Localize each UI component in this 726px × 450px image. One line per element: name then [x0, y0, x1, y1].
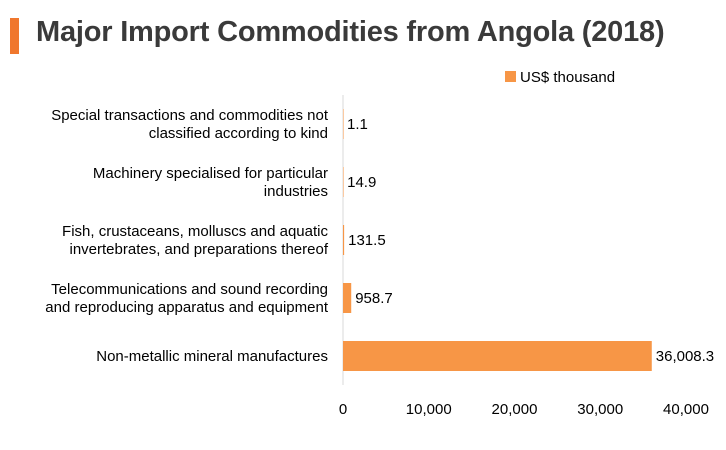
- category-label-1-1: industries: [264, 183, 328, 200]
- x-tick-label-2: 20,000: [492, 401, 538, 418]
- category-label-2-1: invertebrates, and preparations thereof: [70, 241, 329, 258]
- data-label-4: 36,008.3: [656, 348, 714, 365]
- chart-title: Major Import Commodities from Angola (20…: [36, 16, 665, 48]
- data-label-1: 14.9: [347, 174, 376, 191]
- bar-1: [343, 167, 344, 197]
- data-label-2: 131.5: [348, 232, 386, 249]
- bar-3: [343, 283, 352, 313]
- bar-4: [343, 341, 652, 371]
- x-tick-label-4: 40,000: [663, 401, 709, 418]
- x-tick-label-1: 10,000: [406, 401, 452, 418]
- category-label-3-0: Telecommunications and sound recording: [51, 281, 328, 298]
- data-label-0: 1.1: [347, 116, 368, 133]
- bar-0: [343, 109, 344, 139]
- x-tick-label-3: 30,000: [577, 401, 623, 418]
- legend-label: US$ thousand: [520, 69, 615, 86]
- bar-2: [343, 225, 345, 255]
- category-label-1-0: Machinery specialised for particular: [93, 165, 328, 182]
- title-accent-bar: [10, 18, 19, 54]
- data-label-3: 958.7: [355, 290, 393, 307]
- category-label-0-0: Special transactions and commodities not: [51, 107, 329, 124]
- legend-swatch: [505, 71, 516, 82]
- category-label-3-1: and reproducing apparatus and equipment: [45, 299, 329, 316]
- category-label-4-0: Non-metallic mineral manufactures: [96, 348, 328, 365]
- category-label-0-1: classified according to kind: [149, 125, 328, 142]
- category-label-2-0: Fish, crustaceans, molluscs and aquatic: [62, 223, 328, 240]
- x-tick-label-0: 0: [339, 401, 347, 418]
